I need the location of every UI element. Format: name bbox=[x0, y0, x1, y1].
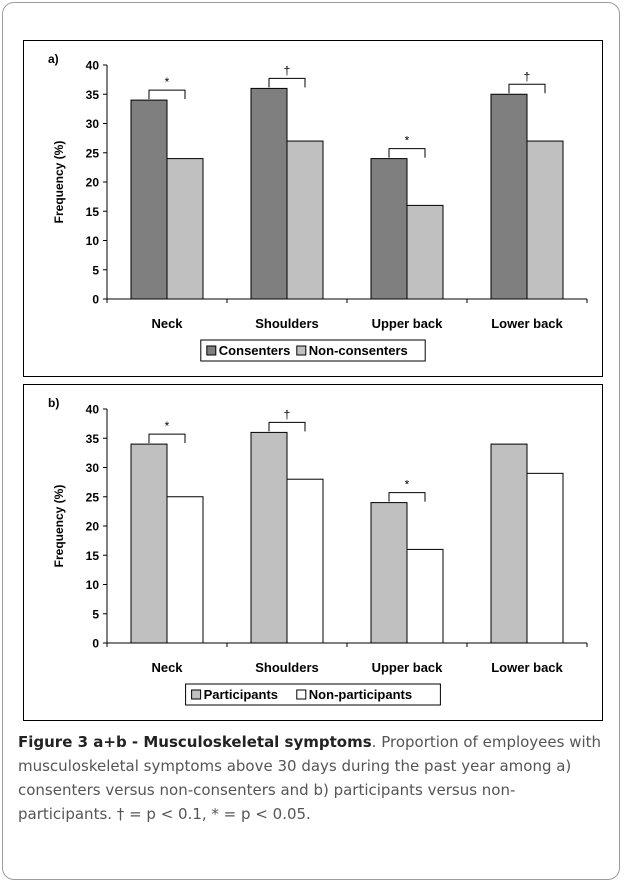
bar-chart-b: b) Frequency (%) 0 5 10 15 20 25 30 35 40 Neck * Shou… bbox=[48, 396, 588, 706]
legend-box bbox=[200, 339, 426, 362]
x-tick-label: Neck bbox=[151, 660, 183, 675]
legend-swatch-participants bbox=[191, 689, 202, 700]
y-tick-label: 20 bbox=[86, 520, 100, 534]
y-tick-label: 15 bbox=[86, 205, 100, 219]
bar-participants bbox=[250, 431, 288, 644]
bar-non-consenters bbox=[526, 140, 564, 300]
legend-swatch-non-consenters bbox=[296, 345, 307, 356]
chart-panel-a: a) Frequency (%) 0 5 10 15 20 25 30 35 40 Neck * Shou… bbox=[23, 40, 603, 377]
bar-consenters bbox=[370, 158, 408, 300]
bar-non-participants bbox=[406, 548, 444, 644]
legend-label: Participants bbox=[204, 687, 278, 702]
significance-marker: * bbox=[165, 75, 170, 89]
bar-non-consenters bbox=[406, 204, 444, 300]
bar-consenters bbox=[130, 99, 168, 300]
x-tick-label: Shoulders bbox=[255, 660, 319, 675]
legend-swatch-non-participants bbox=[296, 689, 307, 700]
y-tick-label: 5 bbox=[92, 607, 99, 621]
y-tick-label: 10 bbox=[86, 234, 100, 248]
figure-caption: Figure 3 a+b - Musculoskeletal symptoms.… bbox=[18, 730, 608, 826]
significance-bracket bbox=[388, 148, 426, 158]
significance-bracket bbox=[268, 421, 306, 432]
bar-non-consenters bbox=[166, 158, 204, 300]
y-tick-label: 30 bbox=[86, 117, 100, 131]
bar-consenters bbox=[250, 87, 288, 300]
significance-bracket bbox=[148, 433, 186, 444]
significance-marker: * bbox=[405, 478, 410, 492]
y-tick-label: 5 bbox=[92, 263, 99, 277]
significance-marker: * bbox=[405, 134, 410, 148]
y-tick-label: 25 bbox=[86, 146, 100, 160]
x-tick-label: Lower back bbox=[491, 660, 563, 675]
bar-non-participants bbox=[166, 496, 204, 644]
chart-panel-b: b) Frequency (%) 0 5 10 15 20 25 30 35 40 Neck * Shou… bbox=[23, 384, 603, 721]
bar-participants bbox=[130, 443, 168, 644]
bar-chart-a: a) Frequency (%) 0 5 10 15 20 25 30 35 40 Neck * Shou… bbox=[48, 52, 588, 362]
x-tick-label: Neck bbox=[151, 316, 183, 331]
y-tick-label: 25 bbox=[86, 490, 100, 504]
y-axis-label: Frequency (%) bbox=[52, 141, 66, 224]
x-tick-label: Lower back bbox=[491, 316, 563, 331]
legend-label: Non-consenters bbox=[309, 343, 408, 358]
significance-marker: † bbox=[284, 407, 291, 421]
panel-label: a) bbox=[48, 52, 59, 66]
legend-box bbox=[185, 683, 441, 706]
caption-text: . Proportion of employees with musculosk… bbox=[18, 733, 602, 823]
significance-marker: † bbox=[524, 69, 531, 83]
significance-bracket bbox=[268, 77, 306, 88]
y-tick-label: 35 bbox=[86, 432, 100, 446]
x-tick-label: Upper back bbox=[372, 316, 444, 331]
legend-label: Consenters bbox=[219, 343, 291, 358]
panel-label: b) bbox=[48, 396, 59, 410]
y-tick-label: 10 bbox=[86, 578, 100, 592]
significance-marker: * bbox=[165, 419, 170, 433]
bar-participants bbox=[370, 502, 408, 644]
y-axis-label: Frequency (%) bbox=[52, 485, 66, 568]
y-tick-label: 0 bbox=[92, 637, 99, 651]
y-tick-label: 35 bbox=[86, 88, 100, 102]
y-tick-label: 0 bbox=[92, 293, 99, 307]
legend-swatch-consenters bbox=[206, 345, 217, 356]
bar-non-participants bbox=[286, 478, 324, 644]
x-tick-label: Shoulders bbox=[255, 316, 319, 331]
bar-non-participants bbox=[526, 472, 564, 644]
x-tick-label: Upper back bbox=[372, 660, 444, 675]
significance-bracket bbox=[148, 89, 186, 100]
bar-consenters bbox=[490, 93, 528, 300]
significance-bracket bbox=[508, 83, 546, 94]
caption-heading: Figure 3 a+b - Musculoskeletal symptoms bbox=[18, 733, 372, 751]
bar-non-consenters bbox=[286, 140, 324, 300]
y-tick-label: 20 bbox=[86, 176, 100, 190]
y-tick-label: 40 bbox=[86, 59, 100, 73]
y-tick-label: 15 bbox=[86, 549, 100, 563]
significance-marker: † bbox=[284, 63, 291, 77]
y-tick-label: 40 bbox=[86, 403, 100, 417]
significance-bracket bbox=[388, 492, 426, 502]
y-tick-label: 30 bbox=[86, 461, 100, 475]
legend-label: Non-participants bbox=[309, 687, 412, 702]
bar-participants bbox=[490, 443, 528, 644]
